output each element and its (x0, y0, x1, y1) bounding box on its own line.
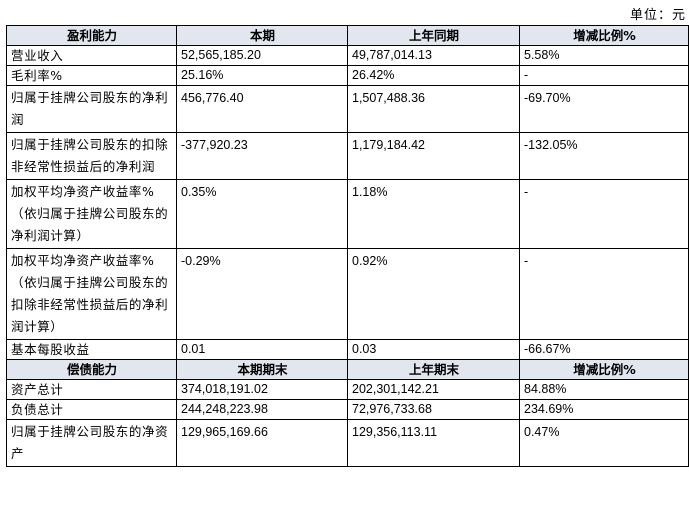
change-value: 84.88% (519, 379, 689, 400)
solvency-header-current: 本期期末 (176, 359, 348, 380)
current-value: 52,565,185.20 (176, 45, 348, 66)
current-value: 0.01 (176, 339, 348, 360)
change-value: 0.47% (519, 419, 689, 467)
profit-header-label: 盈利能力 (6, 25, 177, 46)
current-value: -377,920.23 (176, 132, 348, 180)
profit-header-row: 盈利能力 本期 上年同期 增减比例% (6, 25, 689, 46)
table-row: 归属于挂牌公司股东的净利润 456,776.40 1,507,488.36 -6… (6, 85, 689, 133)
prior-value: 49,787,014.13 (347, 45, 520, 66)
profit-header-prior: 上年同期 (347, 25, 520, 46)
table-row: 基本每股收益 0.01 0.03 -66.67% (6, 339, 689, 360)
row-label: 营业收入 (6, 45, 177, 66)
profit-header-current: 本期 (176, 25, 348, 46)
prior-value: 1,179,184.42 (347, 132, 520, 180)
change-value: - (519, 179, 689, 249)
current-value: 244,248,223.98 (176, 399, 348, 420)
solvency-header-change: 增减比例% (519, 359, 689, 380)
prior-value: 1,507,488.36 (347, 85, 520, 133)
change-value: -66.67% (519, 339, 689, 360)
table-row: 归属于挂牌公司股东的扣除非经常性损益后的净利润 -377,920.23 1,17… (6, 132, 689, 180)
change-value: -69.70% (519, 85, 689, 133)
row-label: 资产总计 (6, 379, 177, 400)
prior-value: 72,976,733.68 (347, 399, 520, 420)
solvency-header-prior: 上年期末 (347, 359, 520, 380)
row-label: 归属于挂牌公司股东的净利润 (6, 85, 177, 133)
change-value: 5.58% (519, 45, 689, 66)
change-value: - (519, 248, 689, 340)
row-label: 归属于挂牌公司股东的净资产 (6, 419, 177, 467)
row-label: 加权平均净资产收益率%（依归属于挂牌公司股东的净利润计算） (6, 179, 177, 249)
change-value: - (519, 65, 689, 86)
row-label: 毛利率% (6, 65, 177, 86)
solvency-header-row: 偿债能力 本期期末 上年期末 增减比例% (6, 359, 689, 380)
current-value: 25.16% (176, 65, 348, 86)
current-value: 374,018,191.02 (176, 379, 348, 400)
row-label: 负债总计 (6, 399, 177, 420)
row-label: 归属于挂牌公司股东的扣除非经常性损益后的净利润 (6, 132, 177, 180)
table-row: 归属于挂牌公司股东的净资产 129,965,169.66 129,356,113… (6, 419, 689, 467)
change-value: 234.69% (519, 399, 689, 420)
table-row: 营业收入 52,565,185.20 49,787,014.13 5.58% (6, 45, 689, 66)
current-value: 456,776.40 (176, 85, 348, 133)
prior-value: 26.42% (347, 65, 520, 86)
current-value: -0.29% (176, 248, 348, 340)
profit-header-change: 增减比例% (519, 25, 689, 46)
current-value: 0.35% (176, 179, 348, 249)
prior-value: 0.92% (347, 248, 520, 340)
prior-value: 0.03 (347, 339, 520, 360)
prior-value: 202,301,142.21 (347, 379, 520, 400)
table-row: 负债总计 244,248,223.98 72,976,733.68 234.69… (6, 399, 689, 420)
current-value: 129,965,169.66 (176, 419, 348, 467)
change-value: -132.05% (519, 132, 689, 180)
unit-label: 单位：元 (629, 8, 686, 23)
table-row: 加权平均净资产收益率%（依归属于挂牌公司股东的扣除非经常性损益后的净利润计算） … (6, 248, 689, 340)
table-row: 加权平均净资产收益率%（依归属于挂牌公司股东的净利润计算） 0.35% 1.18… (6, 179, 689, 249)
solvency-header-label: 偿债能力 (6, 359, 177, 380)
row-label: 基本每股收益 (6, 339, 177, 360)
prior-value: 1.18% (347, 179, 520, 249)
financial-summary-table: 盈利能力 本期 上年同期 增减比例% 营业收入 52,565,185.20 49… (6, 25, 689, 467)
row-label: 加权平均净资产收益率%（依归属于挂牌公司股东的扣除非经常性损益后的净利润计算） (6, 248, 177, 340)
table-row: 毛利率% 25.16% 26.42% - (6, 65, 689, 86)
prior-value: 129,356,113.11 (347, 419, 520, 467)
table-row: 资产总计 374,018,191.02 202,301,142.21 84.88… (6, 379, 689, 400)
